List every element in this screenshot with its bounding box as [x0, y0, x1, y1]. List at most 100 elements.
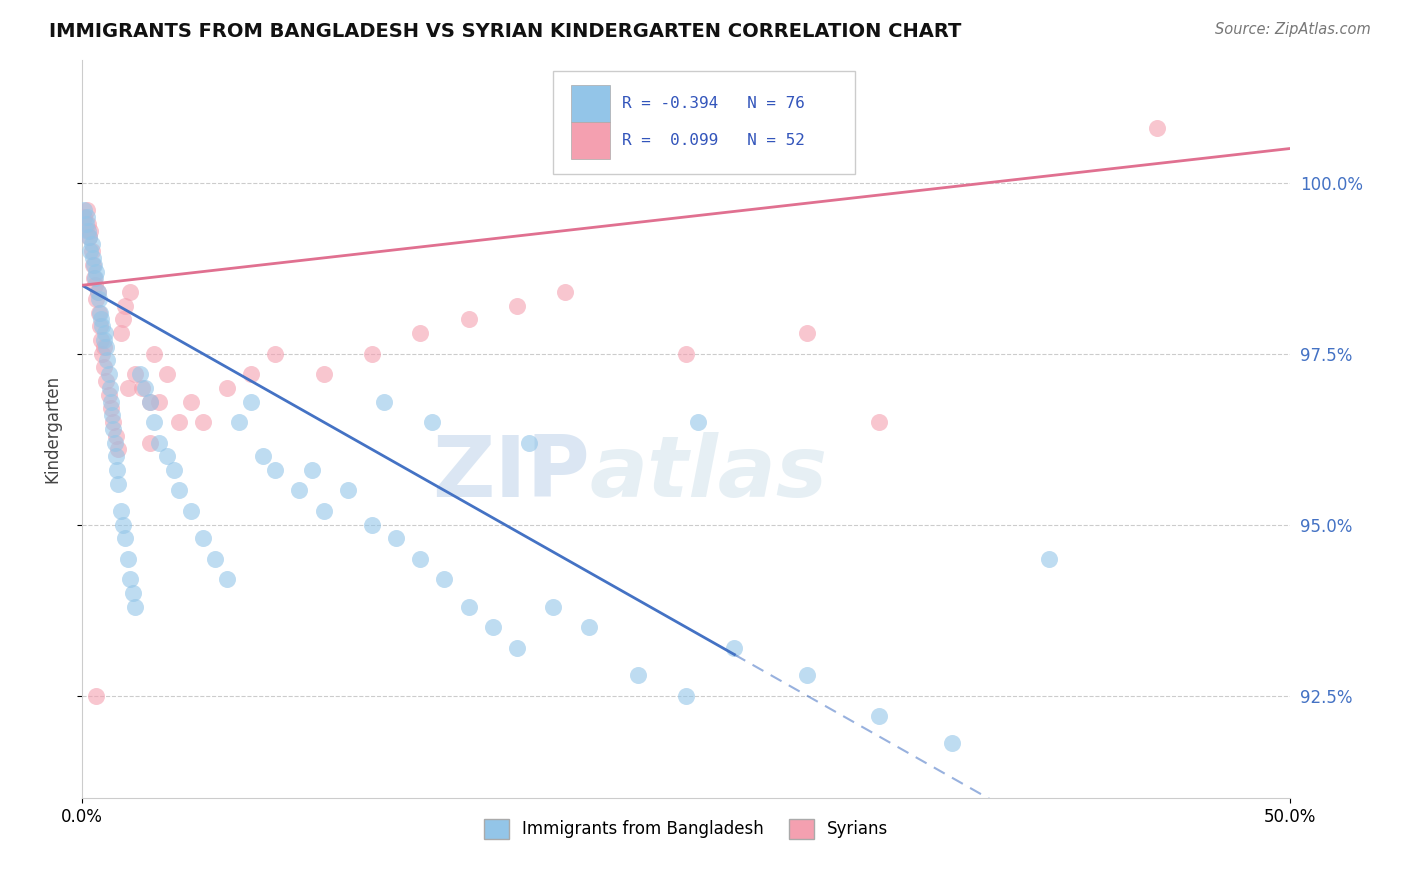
Point	[91, 319, 114, 334]
Point	[89, 319, 111, 334]
Point	[433, 572, 456, 586]
Point	[373, 394, 395, 409]
Point	[77, 223, 100, 237]
Point	[627, 668, 650, 682]
Point	[87, 292, 110, 306]
Point	[79, 244, 101, 258]
Point	[101, 408, 124, 422]
Text: IMMIGRANTS FROM BANGLADESH VS SYRIAN KINDERGARTEN CORRELATION CHART: IMMIGRANTS FROM BANGLADESH VS SYRIAN KIN…	[49, 22, 962, 41]
Point	[723, 640, 745, 655]
Point	[124, 599, 146, 614]
Point	[77, 230, 100, 244]
Point	[83, 271, 105, 285]
Point	[688, 415, 710, 429]
Point	[100, 401, 122, 416]
Legend: Immigrants from Bangladesh, Syrians: Immigrants from Bangladesh, Syrians	[477, 813, 896, 846]
Point	[868, 415, 890, 429]
Text: R =  0.099   N = 52: R = 0.099 N = 52	[621, 133, 804, 147]
Point	[541, 599, 564, 614]
Point	[112, 312, 135, 326]
Point	[409, 326, 432, 340]
Point	[94, 374, 117, 388]
Point	[361, 517, 384, 532]
Point	[110, 504, 132, 518]
Point	[180, 394, 202, 409]
Point	[155, 367, 177, 381]
Text: R = -0.394   N = 76: R = -0.394 N = 76	[621, 95, 804, 111]
Point	[796, 668, 818, 682]
Point	[96, 353, 118, 368]
Point	[112, 517, 135, 532]
Point	[80, 237, 103, 252]
Point	[103, 422, 125, 436]
Point	[89, 305, 111, 319]
FancyBboxPatch shape	[571, 121, 610, 159]
Point	[167, 415, 190, 429]
Point	[420, 415, 443, 429]
Point	[86, 292, 108, 306]
Point	[86, 285, 108, 299]
Point	[91, 346, 114, 360]
Point	[73, 202, 96, 217]
Point	[361, 346, 384, 360]
Point	[180, 504, 202, 518]
Point	[93, 340, 115, 354]
Point	[301, 463, 323, 477]
Point	[215, 381, 238, 395]
Point	[204, 551, 226, 566]
Y-axis label: Kindergarten: Kindergarten	[44, 375, 60, 483]
Text: Source: ZipAtlas.com: Source: ZipAtlas.com	[1215, 22, 1371, 37]
Point	[1038, 551, 1060, 566]
Point	[121, 586, 143, 600]
Point	[98, 381, 121, 395]
Point	[288, 483, 311, 498]
Point	[138, 394, 160, 409]
Point	[312, 504, 335, 518]
Point	[240, 367, 263, 381]
Point	[138, 394, 160, 409]
Point	[941, 736, 963, 750]
Point	[506, 299, 529, 313]
Point	[506, 640, 529, 655]
Point	[1146, 120, 1168, 135]
Point	[114, 299, 136, 313]
Point	[264, 346, 287, 360]
Point	[94, 326, 117, 340]
Point	[336, 483, 359, 498]
Point	[83, 258, 105, 272]
Point	[155, 449, 177, 463]
Point	[87, 305, 110, 319]
Point	[129, 367, 152, 381]
Point	[252, 449, 274, 463]
Point	[578, 620, 600, 634]
Point	[264, 463, 287, 477]
Point	[481, 620, 503, 634]
Text: atlas: atlas	[589, 432, 828, 515]
Point	[79, 223, 101, 237]
Point	[86, 285, 108, 299]
Point	[385, 531, 408, 545]
Text: ZIP: ZIP	[432, 432, 589, 515]
Point	[191, 415, 214, 429]
Point	[120, 572, 142, 586]
Point	[457, 312, 479, 326]
Point	[409, 551, 432, 566]
Point	[517, 435, 540, 450]
Point	[110, 326, 132, 340]
Point	[117, 551, 139, 566]
Point	[75, 217, 97, 231]
Point	[124, 367, 146, 381]
Point	[82, 258, 104, 272]
Point	[77, 217, 100, 231]
Point	[103, 415, 125, 429]
Point	[554, 285, 576, 299]
Point	[228, 415, 250, 429]
Point	[148, 394, 170, 409]
Point	[77, 230, 100, 244]
Point	[94, 340, 117, 354]
Point	[312, 367, 335, 381]
Point	[103, 435, 125, 450]
Point	[100, 394, 122, 409]
Point	[796, 326, 818, 340]
Point	[131, 381, 153, 395]
